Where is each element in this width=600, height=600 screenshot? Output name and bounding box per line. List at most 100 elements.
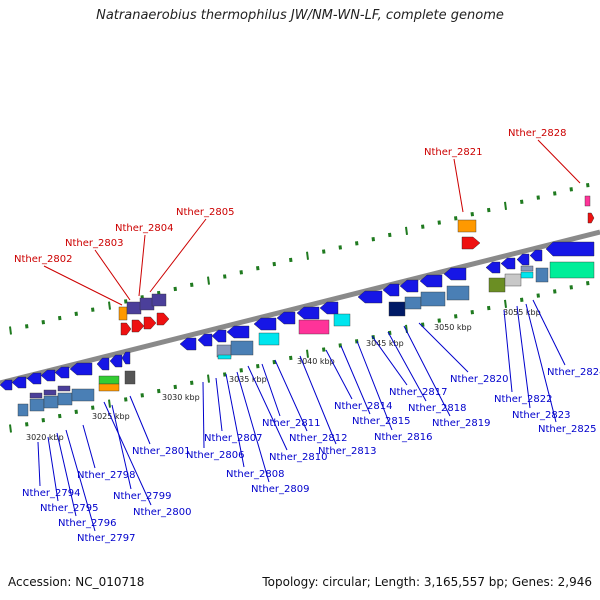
tick-track-lower — [157, 388, 161, 394]
gene-label-forward: Nther_2805 — [176, 207, 234, 218]
tick-track-upper — [454, 216, 458, 221]
gene-label-reverse: Nther_2797 — [77, 533, 135, 544]
tick-track-lower — [256, 364, 260, 369]
tick-track-lower — [536, 293, 540, 298]
tick-track-upper — [421, 224, 425, 229]
leader-line — [138, 234, 146, 297]
gene-label-reverse: Nther_2796 — [58, 518, 116, 529]
gene-label-reverse: Nther_2824 — [547, 367, 600, 378]
tick-track-lower — [470, 310, 474, 315]
gene-label-reverse: Nther_2801 — [132, 446, 190, 457]
gene-reverse — [54, 366, 70, 379]
gene-label-reverse: Nther_2822 — [494, 394, 552, 405]
gene-reverse — [26, 372, 42, 385]
gene-labels: Nther_2802 Nther_2803 Nther_2804Nther_2805… — [14, 128, 600, 544]
gene-reverse — [296, 306, 320, 320]
tick-track-upper — [41, 319, 45, 325]
leader-line — [537, 139, 581, 184]
gene-feature — [258, 332, 280, 346]
gene-reverse — [529, 249, 543, 262]
tick-track-upper — [322, 249, 326, 254]
leader-line — [503, 309, 513, 393]
gene-label-reverse: Nther_2808 — [226, 469, 284, 480]
gene-reverse — [0, 379, 13, 391]
gene-forward — [131, 319, 145, 333]
leader-line — [236, 371, 270, 483]
gene-feature — [504, 273, 522, 287]
gene-reverse — [545, 241, 595, 257]
gene-label-reverse: Nther_2806 — [186, 450, 244, 461]
tick-track-lower — [553, 289, 557, 294]
leader-line — [453, 158, 464, 213]
leader-line — [403, 325, 451, 417]
gene-feature — [43, 389, 57, 396]
tick-track-lower — [25, 422, 29, 427]
gene-track — [0, 195, 595, 417]
gene-reverse — [253, 317, 277, 331]
leader-line — [532, 299, 566, 366]
tick-track-lower — [586, 280, 590, 286]
gene-reverse — [443, 267, 467, 281]
tick-track-lower — [388, 330, 392, 336]
leader-line — [299, 355, 337, 445]
gene-reverse — [40, 369, 56, 382]
leader-line — [525, 303, 557, 423]
gene-label-reverse: Nther_2795 — [40, 503, 98, 514]
tick-track-upper — [74, 311, 78, 317]
gene-label-reverse: Nther_2812 — [289, 433, 347, 444]
scale-tick-label: 3045 kbp — [366, 339, 404, 348]
gene-reverse — [516, 253, 530, 266]
gene-label-reverse: Nther_2813 — [318, 446, 376, 457]
tick-track-lower — [272, 359, 276, 365]
gene-label-reverse: Nther_2800 — [133, 507, 191, 518]
leader-line — [82, 424, 96, 469]
tick-track-lower — [487, 305, 491, 311]
leader-line — [103, 401, 152, 506]
gene-forward — [461, 236, 481, 250]
leader-line — [516, 305, 531, 409]
gene-label-reverse: Nther_2820 — [450, 374, 508, 385]
gene-feature — [29, 392, 43, 399]
scale-tick-label: 3055 kbp — [503, 308, 541, 317]
gene-feature — [230, 340, 254, 356]
leader-line — [215, 377, 223, 432]
gene-feature — [535, 267, 549, 283]
tick-track-lower — [437, 318, 441, 323]
tick-track-lower — [74, 409, 78, 415]
leader-line — [418, 322, 469, 373]
tick-track-upper — [586, 182, 590, 188]
tick-track-lower — [520, 297, 524, 302]
gene-reverse — [211, 329, 227, 343]
gene-label-reverse: Nther_2810 — [269, 452, 327, 463]
tick-track-upper — [355, 241, 359, 246]
gene-label-forward: Nther_2804 — [115, 223, 173, 234]
gene-feature — [404, 296, 422, 310]
leader-line — [340, 345, 371, 415]
gene-reverse — [121, 351, 131, 365]
tick-track-upper — [124, 299, 128, 304]
tick-track-lower — [108, 399, 111, 408]
tick-track-lower — [504, 299, 507, 309]
gene-label-reverse: Nther_2818 — [408, 403, 466, 414]
gene-feature — [57, 392, 73, 406]
tick-track-lower — [91, 405, 95, 410]
tick-track-upper — [173, 286, 177, 292]
gene-feature — [124, 370, 136, 385]
gene-label-reverse: Nther_2799 — [113, 491, 171, 502]
gene-forward — [120, 322, 132, 336]
gene-label-reverse: Nther_2816 — [374, 432, 432, 443]
gene-reverse — [179, 337, 197, 351]
tick-track-upper — [553, 191, 557, 196]
gene-forward — [151, 293, 167, 307]
gene-reverse — [419, 274, 443, 288]
gene-forward — [156, 312, 170, 326]
leader-line — [47, 436, 59, 502]
gene-label-reverse: Nther_2823 — [512, 410, 570, 421]
leader-line — [387, 331, 427, 402]
leader-line — [371, 335, 408, 386]
tick-track-lower — [190, 380, 194, 385]
gene-feature — [29, 398, 45, 412]
gene-feature — [549, 261, 595, 279]
